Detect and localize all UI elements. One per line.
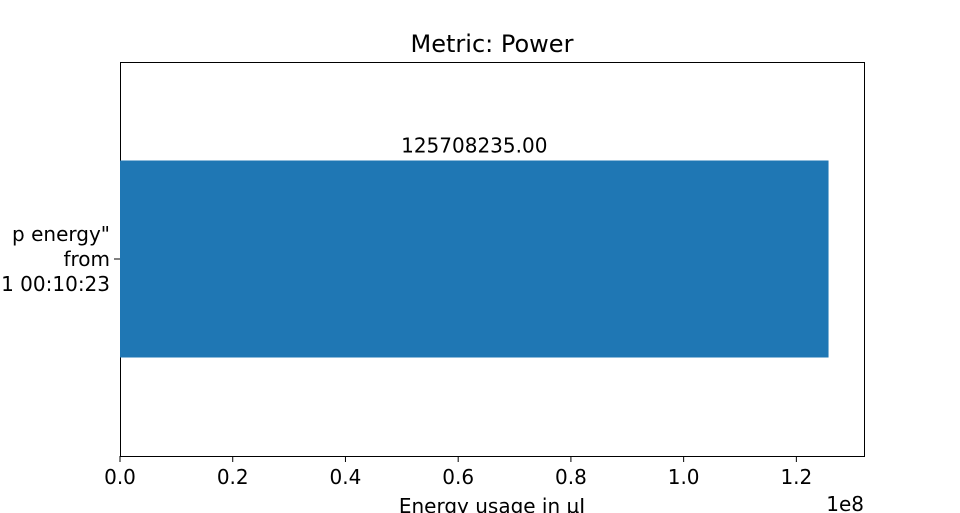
x-axis-multiplier: 1e8 [826, 492, 864, 513]
bar-data-label: 125708235.00 [401, 134, 547, 158]
y-tick-label: 1 00:10:23 [1, 272, 110, 296]
y-tick-label: from [63, 247, 110, 271]
x-axis-label: Energy usage in µJ [399, 494, 585, 513]
x-tick-label: 0.6 [442, 465, 474, 489]
bars-group: 125708235.00 [120, 134, 829, 358]
x-tick-label: 0.2 [217, 465, 249, 489]
x-tick-label: 0.8 [555, 465, 587, 489]
x-axis: 0.0 0.2 0.4 0.6 0.8 1.0 1.2 [104, 456, 812, 489]
x-tick-label: 1.0 [668, 465, 700, 489]
x-tick-label: 0.0 [104, 465, 136, 489]
x-tick-label: 0.4 [330, 465, 362, 489]
y-tick-label: p energy" [12, 222, 110, 246]
x-tick-label: 1.2 [780, 465, 812, 489]
bar [120, 160, 829, 358]
chart-title: Metric: Power [411, 30, 574, 58]
